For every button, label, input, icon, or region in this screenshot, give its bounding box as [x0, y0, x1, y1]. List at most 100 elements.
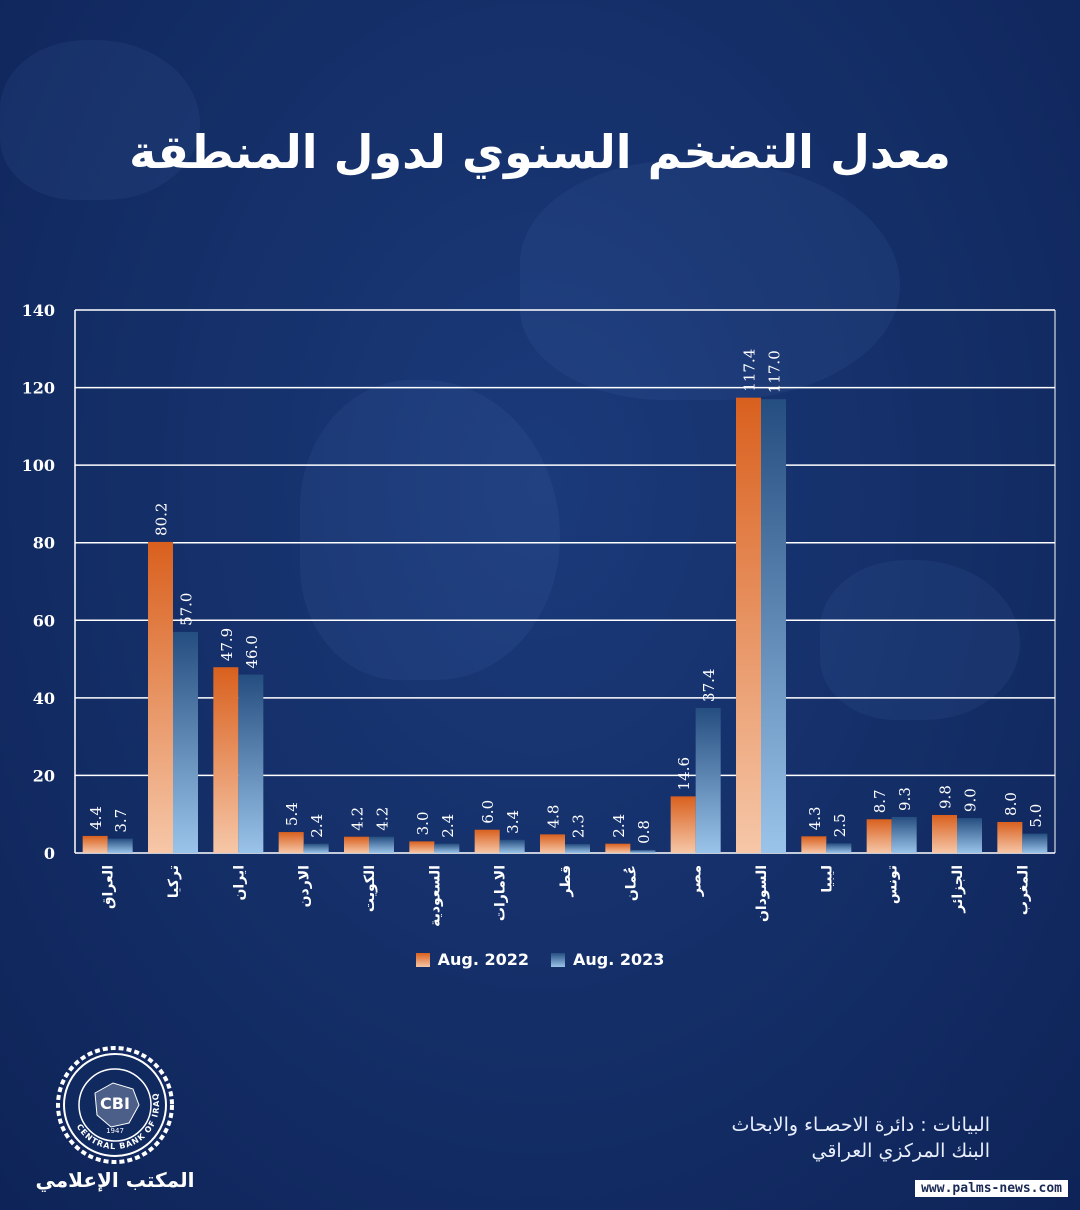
bar — [826, 843, 852, 853]
bar — [1022, 833, 1048, 853]
legend-swatch-2023 — [551, 952, 565, 967]
bar — [866, 819, 892, 853]
bar — [932, 814, 957, 853]
legend-swatch-2022 — [415, 952, 430, 967]
bar — [173, 631, 198, 853]
x-category-label: السعودية — [427, 865, 443, 927]
bar-value-label: 14.6 — [675, 757, 693, 790]
bar-value-label: 2.4 — [308, 814, 326, 838]
bar-value-label: 57.0 — [178, 593, 196, 626]
legend-label-2022: Aug. 2022 — [437, 950, 529, 969]
x-category-label: الكويت — [362, 865, 378, 912]
source-line-1: البيانات : دائرة الاحصـاء والابحاث — [731, 1114, 990, 1136]
bar — [630, 849, 656, 853]
x-category-label: تركيا — [166, 865, 182, 898]
bar — [278, 832, 304, 853]
bar — [801, 836, 827, 853]
legend-item-2023: Aug. 2023 — [551, 950, 664, 969]
y-tick-label: 140 — [22, 301, 55, 320]
bar-value-label: 9.3 — [896, 787, 914, 811]
bar-value-label: 9.0 — [962, 788, 980, 812]
bar-value-label: 8.7 — [871, 789, 889, 813]
x-category-label: ليبيا — [819, 865, 835, 893]
data-source: البيانات : دائرة الاحصـاء والابحاث البنك… — [732, 1112, 990, 1164]
bar-value-label: 37.4 — [700, 669, 718, 702]
bar — [369, 836, 394, 853]
logo-text: CBI — [100, 1094, 130, 1113]
y-tick-label: 0 — [44, 844, 55, 863]
bar-value-label: 117.4 — [741, 349, 759, 392]
bar — [344, 836, 369, 853]
x-category-label: مصر — [689, 865, 705, 897]
bar-value-label: 47.9 — [218, 628, 236, 661]
x-category-label: ايران — [231, 865, 247, 901]
bar — [434, 843, 460, 853]
bar — [303, 843, 329, 853]
x-category-label: الاردن — [297, 865, 313, 907]
logo-year: 1947 — [106, 1127, 124, 1135]
bar-value-label: 3.4 — [504, 810, 522, 834]
x-category-label: الامارات — [493, 865, 509, 921]
x-category-label: قطر — [558, 865, 574, 898]
bar-value-label: 6.0 — [479, 800, 497, 824]
x-category-label: العراق — [101, 865, 117, 909]
source-line-2: البنك المركزي العراقي — [811, 1140, 990, 1162]
bar — [695, 707, 721, 853]
x-category-label: السودان — [754, 865, 770, 922]
bar-value-label: 2.4 — [610, 814, 628, 838]
x-category-label: الجزائر — [950, 865, 966, 914]
bar-value-label: 4.4 — [87, 806, 105, 830]
bar — [148, 541, 173, 853]
x-category-label: المغرب — [1015, 865, 1031, 915]
bar-value-label: 80.2 — [153, 503, 171, 536]
cbi-logo: CBI 1947 CENTRAL BANK OF IRAQ — [56, 1046, 174, 1164]
bar-value-label: 3.0 — [414, 812, 432, 836]
bar-value-label: 46.0 — [243, 635, 261, 668]
bar-value-label: 5.0 — [1027, 804, 1045, 828]
y-tick-label: 40 — [33, 689, 55, 708]
bar — [605, 843, 631, 853]
bar — [213, 667, 239, 853]
bar — [82, 835, 108, 853]
bar-value-label: 4.2 — [349, 807, 367, 831]
bar — [736, 397, 761, 853]
bar — [891, 816, 917, 853]
bar — [761, 399, 786, 853]
y-tick-label: 80 — [33, 534, 55, 553]
map-background-shape — [520, 160, 900, 400]
bar-chart: 0 20 40 60 80 100 120 140 4.4 3.7 العراق 80.2 57.0 تر… — [22, 301, 1056, 927]
bar-value-label: 117.0 — [766, 350, 784, 393]
media-office-caption: المكتب الإعلامي — [35, 1168, 195, 1192]
bar-value-label: 8.0 — [1002, 792, 1020, 816]
bar-value-label: 4.2 — [374, 807, 392, 831]
bar-value-label: 4.3 — [806, 806, 824, 830]
bar — [670, 796, 696, 853]
bar-value-label: 2.5 — [831, 813, 849, 837]
legend-item-2022: Aug. 2022 — [415, 950, 529, 969]
bar-value-label: 9.8 — [937, 785, 955, 809]
bar — [409, 841, 435, 853]
legend-label-2023: Aug. 2023 — [573, 950, 665, 969]
x-category-label: عُمان — [623, 865, 639, 901]
bar — [957, 818, 982, 853]
y-tick-label: 60 — [33, 611, 55, 630]
y-tick-label: 20 — [33, 766, 55, 785]
chart-legend: Aug. 2022 Aug. 2023 — [0, 950, 1080, 969]
y-tick-label: 100 — [22, 456, 55, 475]
x-category-label: تونس — [885, 865, 901, 904]
map-background-shape — [820, 560, 1020, 720]
bar-value-label: 5.4 — [283, 802, 301, 826]
bar-value-label: 2.4 — [439, 814, 457, 838]
bar-value-label: 4.8 — [545, 805, 563, 829]
bar — [474, 829, 500, 853]
bar — [540, 834, 565, 853]
bar-value-label: 2.3 — [570, 814, 588, 838]
bar — [997, 821, 1023, 853]
bar-value-label: 3.7 — [112, 809, 130, 833]
bar — [107, 838, 133, 853]
map-background-shape — [0, 40, 200, 200]
map-background-shape — [300, 380, 560, 680]
chart-title: معدل التضخم السنوي لدول المنطقة — [129, 125, 951, 179]
y-tick-label: 120 — [22, 379, 55, 398]
bar — [499, 839, 525, 853]
